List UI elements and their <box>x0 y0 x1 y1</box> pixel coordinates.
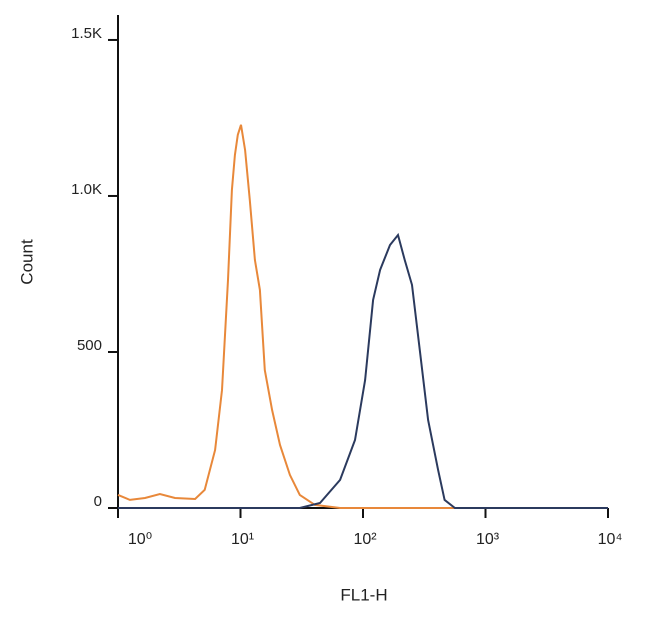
y-tick-label: 500 <box>77 337 102 354</box>
x-axis-label: FL1-H <box>340 585 387 604</box>
y-tick-label: 1.5K <box>71 25 102 42</box>
series-line <box>118 232 608 509</box>
x-tick-label: 10³ <box>476 531 500 548</box>
y-axis-label: Count <box>17 239 36 285</box>
y-tick-label: 0 <box>94 493 102 510</box>
x-tick-label: 10⁴ <box>598 531 623 548</box>
x-tick-label: 10¹ <box>231 531 254 548</box>
y-tick-label: 1.0K <box>71 181 102 198</box>
x-tick-label: 10² <box>353 531 377 548</box>
series-line <box>117 124 608 509</box>
x-tick-label: 10⁰ <box>128 531 152 548</box>
